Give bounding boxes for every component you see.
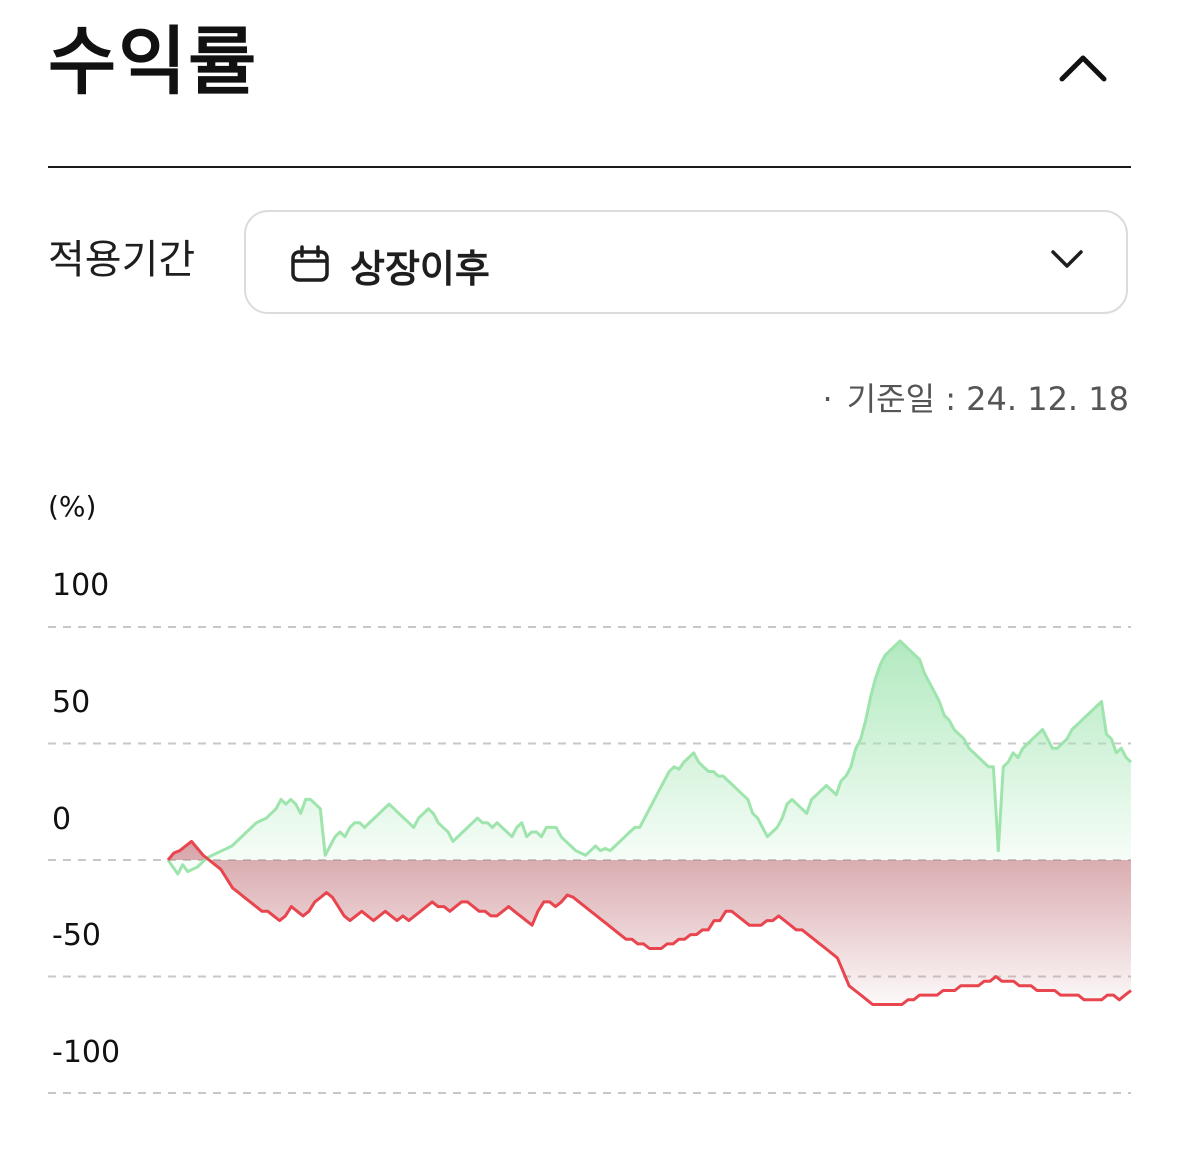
page-title: 수익률 bbox=[48, 19, 259, 105]
series-line bbox=[166, 839, 1132, 1006]
y-tick-label: 50 bbox=[52, 685, 91, 720]
period-label: 적용기간 bbox=[48, 237, 196, 283]
y-tick-label: -50 bbox=[52, 918, 101, 953]
y-tick-label: -100 bbox=[52, 1035, 121, 1070]
chart-unit-label: (%) bbox=[48, 490, 97, 523]
base-date-text: 기준일 : 24. 12. 18 bbox=[846, 380, 1129, 418]
series-area bbox=[168, 841, 1131, 1005]
series-area bbox=[168, 641, 1131, 874]
period-select[interactable]: 상장이후 bbox=[244, 210, 1128, 314]
y-tick-label: 0 bbox=[52, 802, 72, 837]
calendar-icon bbox=[291, 245, 329, 282]
base-date-bullet: · bbox=[822, 380, 833, 418]
y-tick-label: 100 bbox=[52, 568, 110, 603]
base-date: · 기준일 : 24. 12. 18 bbox=[823, 374, 1129, 420]
series-line bbox=[166, 639, 1133, 876]
header-divider bbox=[48, 166, 1131, 168]
chevron-down-icon bbox=[1051, 250, 1083, 268]
chevron-up-icon bbox=[1059, 55, 1107, 82]
period-select-value: 상장이후 bbox=[350, 247, 490, 291]
collapse-button[interactable] bbox=[1050, 42, 1116, 94]
